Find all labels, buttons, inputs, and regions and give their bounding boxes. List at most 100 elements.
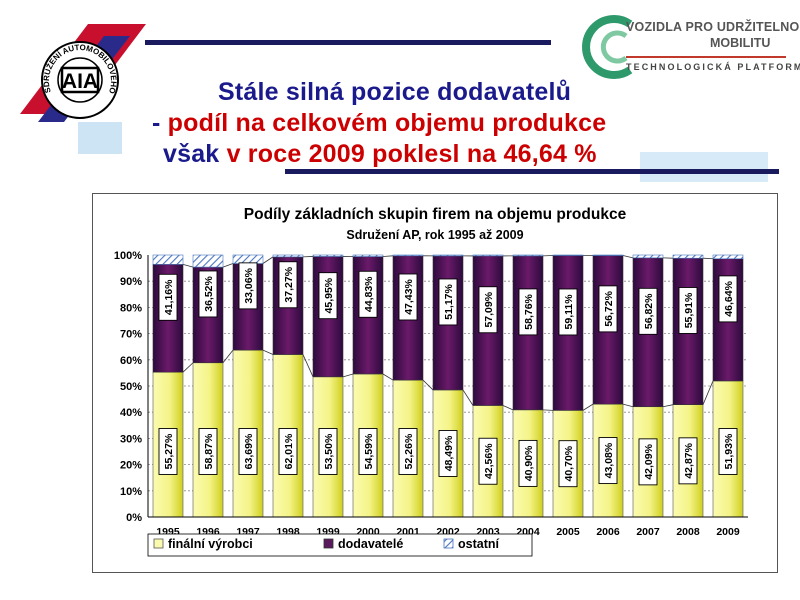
y-tick-label: 10% xyxy=(120,486,142,498)
data-label-dodavatele-box xyxy=(278,261,298,309)
data-label-dodavatele-group: 59,11% xyxy=(558,288,578,336)
headline-line3-d: poklesl na 46,64 % xyxy=(365,140,597,168)
data-label-dodavatele-box xyxy=(158,273,178,321)
data-label-finalni-vyrobci-box xyxy=(558,440,578,488)
data-label-finalni-vyrobci-group: 40,70% xyxy=(558,440,578,488)
platform-logo-line2: MOBILITU xyxy=(710,36,771,50)
data-label-dodavatele: 44,83% xyxy=(363,276,375,312)
data-label-dodavatele-group: 33,06% xyxy=(238,262,258,310)
data-label-finalni-vyrobci-group: 43,08% xyxy=(598,437,618,485)
series-connector-line xyxy=(422,379,434,391)
data-label-finalni-vyrobci: 48,49% xyxy=(443,435,455,471)
data-label-finalni-vyrobci-group: 54,59% xyxy=(358,428,378,475)
data-label-dodavatele-group: 51,17% xyxy=(438,278,458,326)
data-label-dodavatele-group: 44,83% xyxy=(358,270,378,318)
data-label-finalni-vyrobci: 55,27% xyxy=(163,433,175,469)
data-label-finalni-vyrobci-group: 51,93% xyxy=(718,428,738,475)
data-label-finalni-vyrobci-box xyxy=(678,437,698,485)
data-label-dodavatele-box xyxy=(638,287,658,335)
legend-ostatni-label: ostatní xyxy=(458,537,500,551)
data-label-dodavatele: 41,16% xyxy=(163,279,175,315)
series-connector-line xyxy=(622,403,634,408)
series-connector-line xyxy=(382,255,394,257)
series-connector-line xyxy=(622,255,634,259)
data-label-finalni-vyrobci: 58,87% xyxy=(203,433,215,469)
data-label-dodavatele: 36,52% xyxy=(203,275,215,311)
data-label-finalni-vyrobci-box xyxy=(478,437,498,485)
data-label-finalni-vyrobci-box xyxy=(718,428,738,475)
series-connector-line xyxy=(262,256,274,264)
series-connector-line xyxy=(302,354,314,377)
legend-frame xyxy=(147,533,533,557)
data-label-finalni-vyrobci-group: 48,49% xyxy=(438,430,458,477)
data-label-finalni-vyrobci-group: 42,09% xyxy=(638,438,658,486)
headline-line1-text: Stále silná pozice dodavatelů xyxy=(218,78,572,106)
y-tick-label: 50% xyxy=(120,381,142,393)
data-label-dodavatele: 59,11% xyxy=(563,294,575,330)
data-label-finalni-vyrobci-box xyxy=(598,437,618,485)
platform-logo-divider xyxy=(626,56,786,58)
data-label-dodavatele-box xyxy=(518,288,538,336)
platform-logo-mark xyxy=(582,15,633,79)
data-label-finalni-vyrobci-box xyxy=(518,439,538,487)
bar-segment-ostatni xyxy=(512,254,544,257)
data-label-dodavatele-box xyxy=(718,275,738,323)
data-label-finalni-vyrobci: 40,90% xyxy=(523,445,535,481)
series-connector-line xyxy=(502,405,514,411)
series-connector-line xyxy=(222,349,234,364)
data-label-dodavatele-box xyxy=(318,272,338,320)
logo-box xyxy=(60,66,100,94)
bar-segment-ostatni xyxy=(152,254,184,265)
bar-segment-ostatni xyxy=(472,254,504,257)
data-label-dodavatele: 37,27% xyxy=(283,266,295,302)
top-navy-bar xyxy=(145,40,551,45)
headline-line2-text: podíl na celkovém objemu produkce xyxy=(167,109,607,137)
data-label-finalni-vyrobci: 42,87% xyxy=(683,442,695,478)
y-tick-label: 40% xyxy=(120,407,142,419)
bar-segment-ostatni xyxy=(432,254,464,257)
bar-segment-ostatni xyxy=(592,254,624,256)
data-label-dodavatele-group: 46,64% xyxy=(718,275,738,323)
data-label-dodavatele-box xyxy=(438,278,458,326)
y-tick-label: 30% xyxy=(120,433,142,445)
data-label-dodavatele: 45,95% xyxy=(323,277,335,313)
data-label-finalni-vyrobci-group: 55,27% xyxy=(158,428,178,475)
bar-segment-ostatni xyxy=(712,254,744,260)
data-label-dodavatele: 58,76% xyxy=(523,293,535,329)
y-tick-label: 80% xyxy=(120,302,142,314)
light-blue-square-left xyxy=(78,122,122,154)
data-label-dodavatele-group: 58,76% xyxy=(518,288,538,336)
x-tick-label: 2006 xyxy=(596,526,620,538)
data-label-dodavatele: 56,82% xyxy=(643,293,655,329)
data-label-dodavatele-box xyxy=(478,286,498,334)
data-label-finalni-vyrobci-box xyxy=(638,438,658,486)
data-label-dodavatele-group: 36,52% xyxy=(198,270,218,318)
data-label-finalni-vyrobci: 42,56% xyxy=(483,443,495,479)
x-tick-label: 2009 xyxy=(716,526,740,538)
data-label-finalni-vyrobci: 54,59% xyxy=(363,433,375,469)
data-label-finalni-vyrobci-group: 53,50% xyxy=(318,428,338,475)
headline-line2: - podíl na celkovém objemu produkce xyxy=(152,109,606,138)
bar-segment-ostatni xyxy=(392,254,424,257)
bar-segment-ostatni xyxy=(232,254,264,264)
series-connector-line xyxy=(702,257,714,260)
data-label-dodavatele: 47,43% xyxy=(403,279,415,315)
headline-line3-year: 2009 xyxy=(308,140,365,168)
data-label-dodavatele-group: 41,16% xyxy=(158,273,178,321)
data-label-finalni-vyrobci-group: 42,56% xyxy=(478,437,498,485)
stacked-bar-chart: Podíly základních skupin firem na objemu… xyxy=(114,206,748,557)
data-label-finalni-vyrobci-group: 62,01% xyxy=(278,428,298,475)
data-label-finalni-vyrobci-group: 40,90% xyxy=(518,439,538,487)
data-label-finalni-vyrobci: 53,50% xyxy=(323,433,335,469)
bar-segment-ostatni xyxy=(632,254,664,259)
data-label-finalni-vyrobci-group: 42,87% xyxy=(678,437,698,485)
headline-line3-a: však xyxy=(163,140,227,168)
bar-segment-ostatni xyxy=(672,254,704,259)
data-label-finalni-vyrobci: 43,08% xyxy=(603,442,615,478)
y-tick-label: 100% xyxy=(114,250,142,262)
data-label-dodavatele-box xyxy=(238,262,258,310)
bar-segment-ostatni xyxy=(272,254,304,258)
data-label-dodavatele-box xyxy=(398,273,418,321)
data-label-finalni-vyrobci: 40,70% xyxy=(563,445,575,481)
data-label-dodavatele: 46,64% xyxy=(723,280,735,316)
